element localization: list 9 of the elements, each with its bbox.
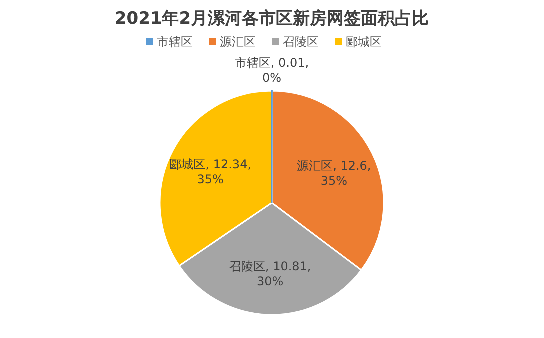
data-label: 召陵区, 10.81, 30% bbox=[229, 259, 312, 288]
legend-label: 市辖区 bbox=[157, 35, 193, 49]
data-label: 市辖区, 0.01, 0% bbox=[234, 56, 310, 85]
data-label: 郾城区, 12.34, 35% bbox=[170, 158, 252, 187]
data-label: 源汇区, 12.6, 35% bbox=[297, 159, 372, 188]
chart-title: 2021年2月漯河各市区新房网签面积占比 bbox=[114, 9, 430, 29]
legend-label: 召陵区 bbox=[283, 35, 319, 49]
legend-label: 郾城区 bbox=[346, 35, 382, 49]
legend-label: 源汇区 bbox=[220, 35, 256, 49]
